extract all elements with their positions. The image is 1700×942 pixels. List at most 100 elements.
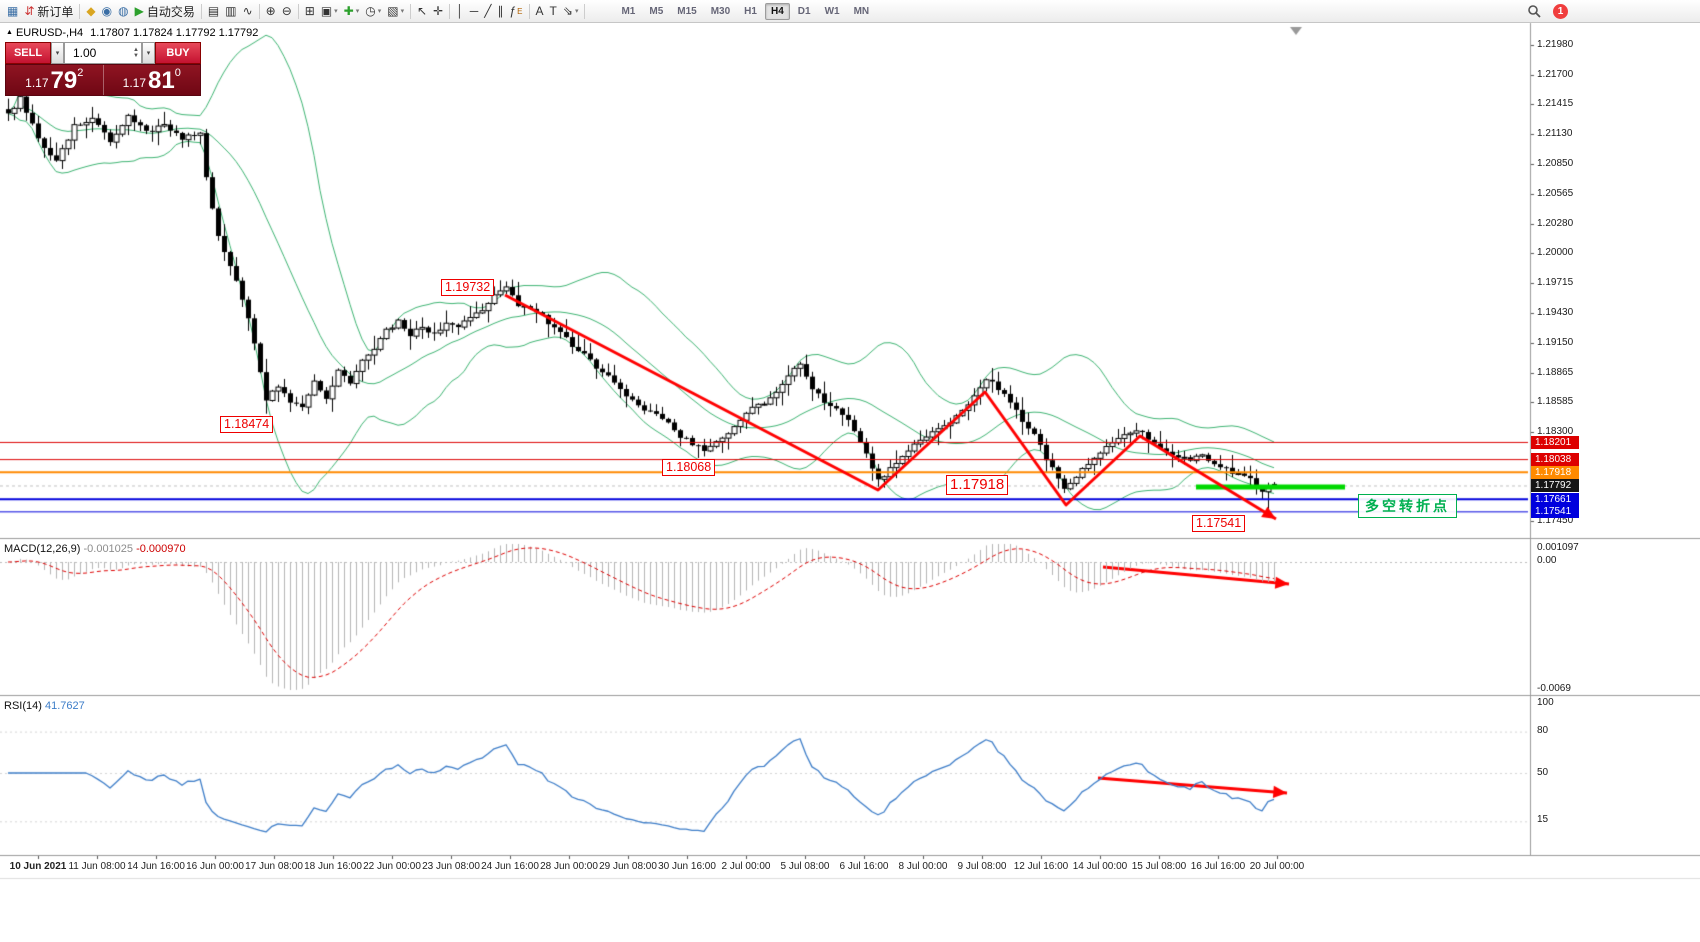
add-indicator-button[interactable]: ✚ ▾ [341,2,363,21]
volume-field[interactable]: 1.00 ▲ ▼ [64,42,142,64]
price-axis-badge: 1.17541 [1531,505,1579,519]
dropdown-caret-icon[interactable]: ▾ [574,8,579,15]
macd-main-value: -0.001025 [83,543,134,555]
time-axis-label: 16 Jul 16:00 [1190,861,1246,872]
line-chart-button[interactable]: ∿ [240,2,256,21]
autotrade-button[interactable]: ▶ 自动交易 [132,2,198,21]
profiles-icon: ◆ [86,4,96,18]
macd-indicator-label: MACD(12,26,9) -0.001025 -0.000970 [4,543,186,555]
timeframe-toolbar: M1 M5 M15 M30 H1 H4 D1 W1 MN [614,2,876,20]
horizontal-line-button[interactable]: ─ [467,2,482,21]
timeframe-mn-button[interactable]: MN [853,5,870,17]
timeframe-m1-button[interactable]: M1 [621,5,636,17]
crosshair-button[interactable]: ✛ [430,2,446,21]
ohlc-values: 1.17807 1.17824 1.17792 1.17792 [90,27,259,39]
notification-badge[interactable]: 1 [1553,3,1568,19]
indicator-axis-label: 50 [1537,767,1549,778]
trendline-button[interactable]: ╱ [481,2,494,21]
dropdown-caret-icon[interactable]: ▾ [355,8,360,15]
arrows-button[interactable]: ⇘ ▾ [560,2,582,21]
buy-button[interactable]: BUY [155,42,201,64]
zoom-in-icon: ⊕ [265,4,276,18]
toolbar-separator [79,3,81,19]
timeframe-h4-button[interactable]: H4 [764,2,790,20]
dropdown-caret-icon[interactable]: ▾ [334,8,338,15]
price-axis-label: 1.21415 [1537,98,1574,110]
chevron-down-icon: ▾ [146,50,151,57]
market-watch-button[interactable]: ◉ [99,2,115,21]
toolbar-separator [297,3,299,19]
main-toolbar: ▦ ⇵ 新订单 ◆ ◉ ◍ ▶ 自动交易 ▤ ▥ ∿ ⊕ ⊖ ⊞ ▣ ▾ ✚ ▾ ◷ ▾ ▧ ▾ ↖ ✛ │ ─ ╱ ∥ ƒ E A T ⇘ ▾ … [0,0,1700,23]
sell-button[interactable]: SELL [5,42,51,64]
timeframe-d1-button[interactable]: D1 [797,5,811,17]
autotrade-button-label: 自动交易 [146,4,195,19]
price-axis-badge: 1.17661 [1531,492,1579,506]
candlestick-chart-icon: ▥ [225,4,237,18]
buy-options-caret[interactable]: ▾ [142,42,155,64]
search-button[interactable] [1524,2,1544,21]
new-chart-button[interactable]: ▦ [4,2,21,21]
arrange-windows-button[interactable]: ▣ ▾ [318,2,341,21]
spinner-down-icon[interactable]: ▼ [133,53,139,59]
buy-price-big: 81 [148,67,175,94]
time-axis-label: 14 Jun 16:00 [127,861,185,872]
label-icon: T [549,4,557,18]
timeframe-m5-button[interactable]: M5 [649,5,664,17]
dropdown-caret-icon[interactable]: ▾ [400,8,405,15]
periods-button[interactable]: ◷ ▾ [362,2,384,21]
price-callout: 1.18068 [662,459,716,477]
collapse-one-click-icon[interactable]: ▲ [6,29,13,36]
time-axis-label: 23 Jun 08:00 [422,861,480,872]
channel-icon: ∥ [497,4,504,18]
timeframe-m30-button[interactable]: M30 [710,5,731,17]
annotation-note[interactable]: 多空转折点 [1358,494,1457,518]
zoom-in-button[interactable]: ⊕ [263,2,279,21]
data-window-button[interactable]: ◍ [115,2,131,21]
one-click-top-row: SELL ▾ 1.00 ▲ ▼ ▾ BUY [5,42,201,64]
toolbar-separator [410,3,412,19]
timeframe-w1-button[interactable]: W1 [824,5,840,17]
tile-windows-button[interactable]: ⊞ [302,2,318,21]
price-callout: 1.17541 [1192,514,1246,532]
data-window-icon: ◍ [118,4,129,18]
cursor-button[interactable]: ↖ [414,2,430,21]
new-order-button[interactable]: ⇵ 新订单 [21,2,76,21]
new-chart-icon: ▦ [7,4,19,18]
profiles-button[interactable]: ◆ [83,2,98,21]
volume-spinner[interactable]: ▲ ▼ [133,47,139,59]
vertical-line-button[interactable]: │ [453,2,467,21]
toolbar-separator [449,3,451,19]
tile-windows-icon: ⊞ [304,4,315,18]
dropdown-caret-icon[interactable]: ▾ [377,8,382,15]
time-axis-label: 20 Jul 00:00 [1249,861,1305,872]
time-axis-label: 9 Jul 08:00 [957,861,1007,872]
sell-options-caret[interactable]: ▾ [51,42,64,64]
channel-button[interactable]: ∥ [494,2,506,21]
zoom-out-button[interactable]: ⊖ [279,2,295,21]
sell-price[interactable]: 1.17 79 2 [6,65,103,95]
fibonacci-button-sub: E [517,6,523,16]
time-axis-label: 5 Jul 08:00 [780,861,830,872]
toolbar-separator [584,3,586,19]
templates-button[interactable]: ▧ ▾ [384,2,407,21]
text-button[interactable]: A [533,2,547,21]
toolbar-separator [200,3,202,19]
toolbar-separator [528,3,530,19]
time-axis-label: 11 Jun 08:00 [68,861,126,872]
price-axis-badge: 1.18038 [1531,453,1579,467]
rsi-value: 41.7627 [44,700,85,712]
timeframe-h1-button[interactable]: H1 [744,5,757,17]
timeframe-m15-button[interactable]: M15 [677,5,697,17]
periods-icon: ◷ [365,4,376,18]
bar-chart-button[interactable]: ▤ [205,2,222,21]
bar-chart-icon: ▤ [207,4,220,18]
candlestick-chart-button[interactable]: ▥ [222,2,239,21]
buy-price[interactable]: 1.17 81 0 [104,65,201,95]
spinner-up-icon[interactable]: ▲ [133,47,139,53]
arrows-icon: ⇘ [562,4,573,18]
price-axis-label: 1.20565 [1537,187,1574,199]
autotrade-icon: ▶ [134,4,144,18]
label-button[interactable]: T [547,2,560,21]
